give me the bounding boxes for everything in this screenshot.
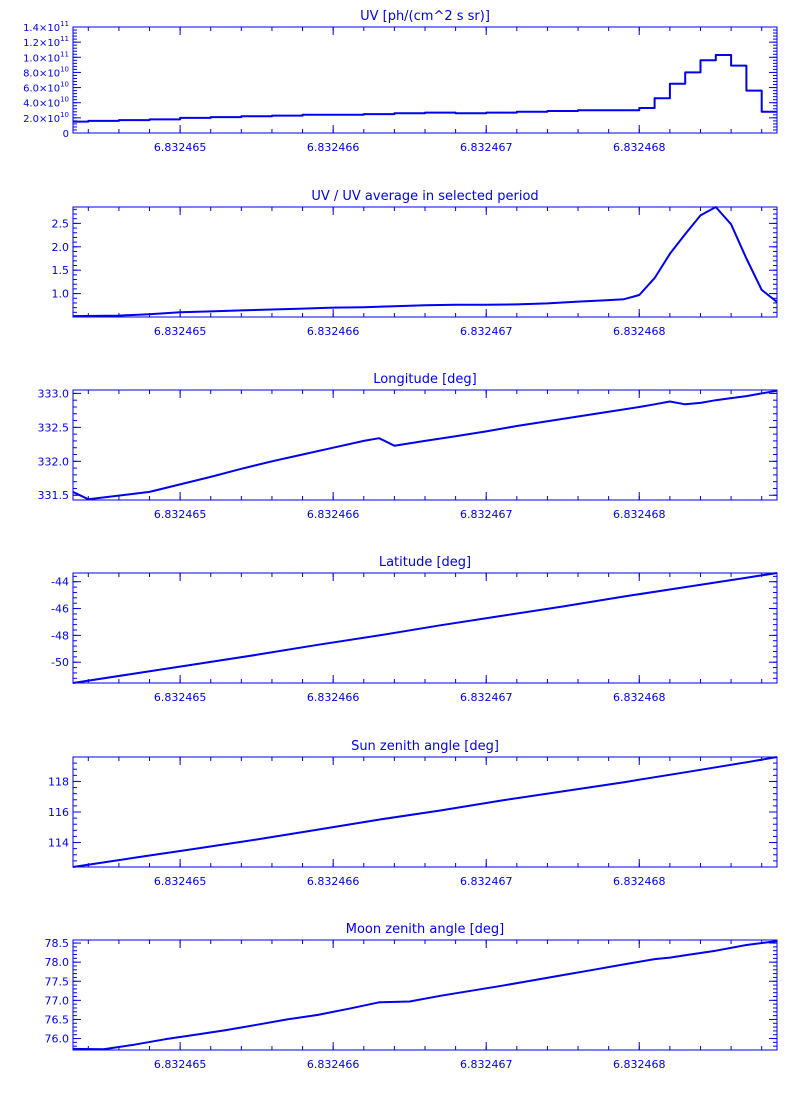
chart-title: Longitude [deg] [373,372,476,387]
y-tick-label: 2.0×1010 [23,111,69,125]
x-tick-label: 6.832466 [307,691,360,704]
chart-title: Moon zenith angle [deg] [346,922,504,937]
y-tick-label: 1.5 [52,264,70,277]
y-tick-label: 332.5 [38,421,70,434]
x-tick-label: 6.832465 [154,141,207,154]
y-tick-label: 77.5 [45,975,70,988]
series-line-uv [73,54,777,123]
panel-sun-zenith: Sun zenith angle [deg] 6.832465 6.832466 6.… [48,739,778,888]
y-tick-exponent: 11 [60,50,69,58]
panel-latitude: Latitude [deg] 6.832465 6.832466 6.832467 6.… [51,555,778,704]
y-tick-label: 333.0 [38,387,70,400]
y-tick-mantissa: 1.4×10 [23,23,60,34]
y-tick-label: 76.5 [45,1013,70,1026]
y-tick-mantissa: 0 [63,129,69,140]
x-tick-label: 6.832468 [613,508,666,521]
x-tick-label: 6.832467 [460,325,513,338]
y-tick-label: 4.0×1010 [23,96,69,110]
panel-longitude: Longitude [deg] 6.832465 6.832466 6.832467 6… [38,372,778,521]
x-tick-label: 6.832465 [154,325,207,338]
y-tick-exponent: 10 [60,81,69,89]
x-tick-label: 6.832465 [154,875,207,888]
x-tick-label: 6.832465 [154,1058,207,1071]
y-tick-label: 2.5 [52,217,70,230]
x-tick-label: 6.832467 [460,1058,513,1071]
y-tick-mantissa: 1.0×10 [23,53,60,64]
chart-title: UV / UV average in selected period [311,189,538,204]
series-line-latitude [72,572,778,684]
y-tick-label: 6.0×1010 [23,81,69,95]
x-tick-label: 6.832468 [613,875,666,888]
plot-frame [72,206,778,318]
y-tick-label: 1.4×1011 [23,20,69,34]
y-tick-label: 118 [48,775,69,788]
y-tick-mantissa: 6.0×10 [23,84,60,95]
y-tick-mantissa: 4.0×10 [23,99,60,110]
y-tick-label: 0 [63,129,69,140]
y-tick-label: 78.0 [45,956,70,969]
x-tick-label: 6.832467 [460,691,513,704]
y-tick-label: 76.0 [45,1033,70,1046]
x-tick-label: 6.832468 [613,1058,666,1071]
y-tick-label: 331.5 [38,489,70,502]
y-tick-label: 1.0×1011 [23,50,69,64]
x-tick-label: 6.832466 [307,325,360,338]
y-tick-exponent: 11 [60,20,69,28]
x-tick-label: 6.832465 [154,691,207,704]
y-tick-label: -50 [51,656,69,669]
chart-title: Latitude [deg] [379,555,471,570]
y-tick-mantissa: 8.0×10 [23,68,60,79]
series-line-longitude [72,389,778,501]
y-tick-label: 2.0 [52,241,70,254]
y-tick-label: 332.0 [38,455,70,468]
series-line-uv-ratio [72,206,778,318]
series-line-sun-zenith [72,756,778,868]
y-tick-label: 78.5 [45,937,70,950]
x-tick-label: 6.832466 [307,508,360,521]
x-tick-label: 6.832467 [460,508,513,521]
y-tick-exponent: 11 [60,35,69,43]
y-tick-label: 1.0 [52,288,70,301]
x-tick-label: 6.832468 [613,691,666,704]
chart-title: Sun zenith angle [deg] [351,739,499,754]
y-tick-mantissa: 1.2×10 [23,38,60,49]
panel-uv-ratio: UV / UV average in selected period 6.8324… [52,189,778,338]
y-tick-label: -48 [51,629,69,642]
series-line-moon-zenith [72,940,778,1051]
y-tick-mantissa: 2.0×10 [23,114,60,125]
y-tick-label: -46 [51,603,69,616]
x-tick-label: 6.832467 [460,141,513,154]
panel-uv: UV [ph/(cm^2 s sr)] 6.832465 6.832466 6.832… [23,9,778,154]
x-tick-label: 6.832466 [307,1058,360,1071]
x-tick-label: 6.832468 [613,325,666,338]
panel-moon-zenith: Moon zenith angle [deg] 6.832465 6.832466 6… [45,922,778,1071]
x-tick-label: 6.832466 [307,875,360,888]
y-tick-exponent: 10 [60,65,69,73]
x-tick-label: 6.832468 [613,141,666,154]
y-tick-exponent: 10 [60,96,69,104]
y-tick-label: 1.2×1011 [23,35,69,49]
y-tick-label: -44 [51,576,69,589]
y-tick-label: 77.0 [45,994,70,1007]
x-tick-label: 6.832467 [460,875,513,888]
y-tick-label: 114 [48,837,69,850]
plot-frame [72,26,778,134]
plot-frame [72,389,778,501]
y-tick-exponent: 10 [60,111,69,119]
x-tick-label: 6.832465 [154,508,207,521]
chart-title: UV [ph/(cm^2 s sr)] [360,9,490,24]
y-tick-label: 116 [48,806,69,819]
x-tick-label: 6.832466 [307,141,360,154]
y-tick-label: 8.0×1010 [23,65,69,79]
